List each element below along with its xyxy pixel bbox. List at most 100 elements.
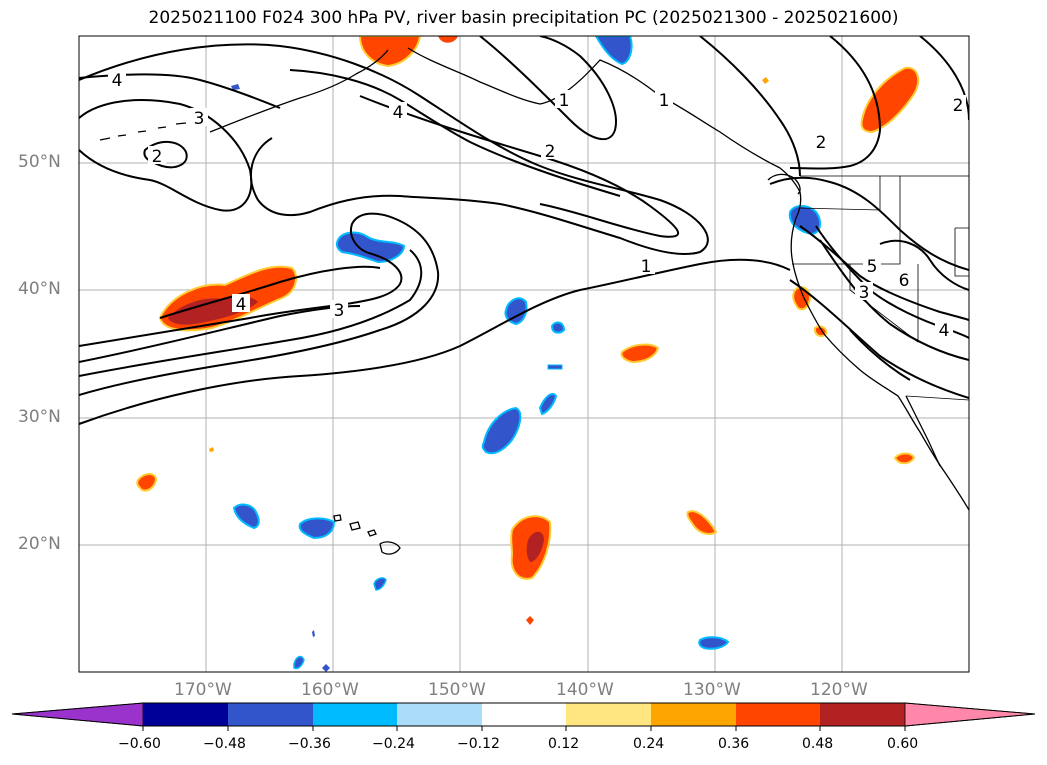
contour-south-nested-outer: [79, 212, 440, 396]
colorbar-segment: [397, 703, 482, 726]
coastline-north-america: [407, 47, 969, 511]
colorbar-segment: [736, 703, 820, 726]
colorbar-tick-label: 0.36: [718, 736, 750, 752]
colorbar-tick-label: −0.60: [118, 736, 161, 752]
coastline-hawaii-oahu: [349, 521, 361, 531]
contour-label: 1: [641, 257, 652, 277]
colorbar-tick-label: 0.24: [633, 736, 665, 752]
shade-positive-east-subtropic: [686, 510, 718, 535]
colorbar-tick-label: −0.36: [288, 736, 331, 752]
colorbar-tick-label: −0.48: [203, 736, 246, 752]
coastline-aleutians: [99, 118, 205, 141]
coastline-hawaii-maui: [367, 529, 377, 537]
contour-4-main: [159, 265, 381, 319]
coastline-hawaii-main: [379, 541, 401, 555]
shade-negative-subtropic-e: [538, 392, 558, 416]
gridlines: [79, 36, 969, 672]
border-or-ca: [792, 176, 901, 265]
shade-negative-subtropic-c: [547, 364, 563, 370]
contour-label: 2: [816, 133, 827, 153]
coastline-alaska-peninsula: [209, 49, 389, 133]
contour-label: 4: [393, 103, 404, 123]
coastlines: [99, 47, 969, 555]
contour-east-1: [699, 36, 801, 177]
shade-negative-subtropic-d: [481, 406, 522, 455]
contour-east-low-2: [849, 329, 911, 381]
colorbar-extend-low: [11, 702, 144, 727]
shade-positive-alaska: [358, 36, 422, 68]
lon-label-160w: 160°W: [301, 680, 359, 700]
shade-negative-alaska-panhandle: [594, 36, 633, 66]
colorbar-segment: [143, 703, 228, 726]
contour-east-4: [819, 239, 969, 361]
lat-label-40n: 40°N: [18, 279, 61, 299]
contour-label: 4: [112, 71, 123, 91]
lon-label-130w: 130°W: [683, 680, 741, 700]
shade-negative-tiny-1: [322, 664, 330, 672]
colorbar-segment: [482, 703, 566, 726]
contour-labels: 4 3 2 2 4 1 1 2 1 3 4 2 5 6: [108, 70, 966, 341]
shade-positive-gulf-small: [438, 36, 458, 43]
contour-1-north: [479, 36, 617, 140]
shade-negative-hawaii-west-a: [232, 503, 260, 530]
colorbar-segment: [651, 703, 736, 726]
shade-negative-south-west: [293, 655, 305, 670]
colorbar: [11, 702, 1036, 731]
lon-label-140w: 140°W: [556, 680, 614, 700]
contour-label: 4: [939, 321, 950, 341]
lon-label-150w: 150°W: [428, 680, 486, 700]
lat-label-50n: 50°N: [18, 152, 61, 172]
colorbar-segment: [313, 703, 397, 726]
map-title: 2025021100 F024 300 hPa PV, river basin …: [148, 8, 899, 28]
colorbar-tick-label: 0.60: [887, 736, 919, 752]
contour-2-mid: [359, 95, 680, 238]
coastline-baja: [905, 395, 941, 467]
contour-label: 2: [152, 147, 163, 167]
shade-negative-oregon: [788, 205, 822, 236]
shade-negative-tiny-3: [312, 630, 315, 637]
contour-label: 2: [545, 142, 556, 162]
colorbar-tick-label: 0.48: [802, 736, 834, 752]
contour-upper-loop: [79, 43, 709, 255]
contour-east-low-1: [789, 279, 969, 399]
shade-max-hawaii-east: [526, 531, 544, 562]
lon-label-170w: 170°W: [174, 680, 232, 700]
shade-negative-tiny-2: [231, 84, 240, 90]
border-inland-1: [954, 227, 969, 277]
colorbar-ticks: [142, 726, 906, 731]
shade-negative-hawaii-small: [373, 577, 387, 591]
colorbar-segment: [228, 703, 313, 726]
contour-east-5: [799, 225, 969, 321]
contour-label: 3: [194, 109, 205, 129]
shade-negative-subtropic-b: [550, 321, 566, 334]
colorbar-tick-label: 0.12: [548, 736, 580, 752]
border-us-mexico: [905, 395, 969, 401]
colorbar-tick-label: −0.24: [372, 736, 415, 752]
colorbar-tick-label: −0.12: [457, 736, 500, 752]
contour-label: 1: [559, 91, 570, 111]
contour-label: 3: [334, 301, 345, 321]
contour-east-6: [879, 239, 969, 291]
contour-east-3: [919, 36, 969, 121]
shade-negative-hawaii-west-b: [298, 517, 336, 540]
shade-positive-tiny-1: [526, 616, 534, 625]
lat-label-30n: 30°N: [18, 407, 61, 427]
contour-3-west: [79, 99, 253, 212]
contour-east-loop: [769, 176, 969, 271]
colorbar-segment: [566, 703, 651, 726]
contour-1-main: [79, 258, 791, 425]
contour-label: 2: [953, 96, 964, 116]
contour-east-2: [789, 36, 882, 170]
shade-positive-bc: [860, 66, 920, 134]
colorbar-segment: [820, 703, 905, 726]
contour-east-3-inner: [815, 225, 969, 339]
shade-negative-subtropic-a: [504, 297, 528, 326]
coastline-hawaii-kauai: [333, 514, 342, 522]
contour-label: 5: [867, 257, 878, 277]
border-ca-nv: [849, 264, 919, 343]
map-border: [78, 35, 970, 673]
contour-2-west: [143, 141, 188, 169]
shade-positive-tiny-2: [209, 447, 214, 452]
lon-label-120w: 120°W: [810, 680, 868, 700]
colorbar-extend-high: [904, 702, 1036, 727]
